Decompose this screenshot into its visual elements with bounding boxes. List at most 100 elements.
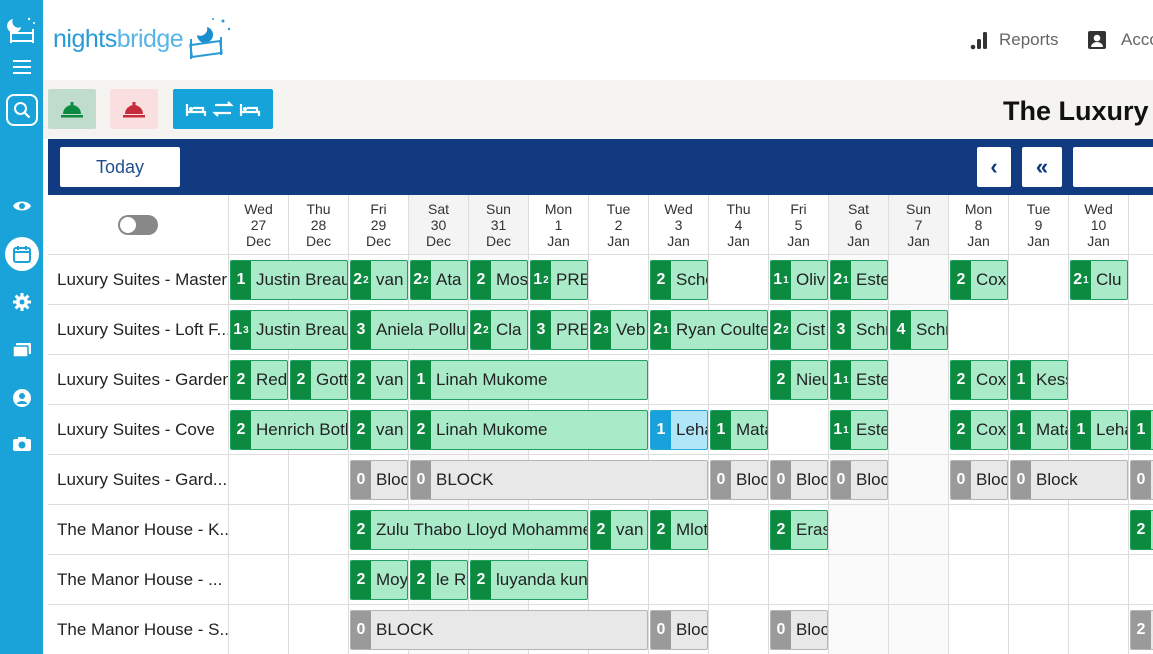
calendar-cell[interactable]: [529, 255, 589, 305]
calendar-cell[interactable]: [1009, 355, 1069, 405]
booking-bar[interactable]: 2 van: [350, 410, 408, 450]
room-name[interactable]: Luxury Suites - Garden: [48, 355, 229, 405]
booking-bar[interactable]: 1 3 Justin Breau: [230, 310, 348, 350]
day-header[interactable]: T1J: [1129, 195, 1153, 255]
calendar-cell[interactable]: [829, 555, 889, 605]
booking-bar[interactable]: 2 2 Cla: [470, 310, 528, 350]
reports-link[interactable]: Reports: [969, 30, 1059, 50]
calendar-cell[interactable]: [529, 305, 589, 355]
calendar-cell[interactable]: [1009, 555, 1069, 605]
calendar-cell[interactable]: [1069, 505, 1129, 555]
day-header[interactable]: Wed 27 Dec: [229, 195, 289, 255]
calendar-cell[interactable]: [889, 505, 949, 555]
booking-bar[interactable]: 1 Kess: [1010, 360, 1068, 400]
booking-bar[interactable]: 12 PRE: [530, 260, 588, 300]
calendar-cell[interactable]: [229, 455, 289, 505]
account-link[interactable]: Acco: [1087, 30, 1153, 50]
calendar-cell[interactable]: [769, 305, 829, 355]
calendar-cell[interactable]: [589, 255, 649, 305]
calendar-cell[interactable]: [949, 355, 1009, 405]
calendar-cell[interactable]: [229, 555, 289, 605]
booking-bar[interactable]: 2: [1130, 510, 1153, 550]
booking-bar[interactable]: 2 1 Clu: [1070, 260, 1128, 300]
calendar-cell[interactable]: [289, 555, 349, 605]
room-name[interactable]: Luxury Suites - Master: [48, 255, 229, 305]
calendar-cell[interactable]: [1069, 305, 1129, 355]
calendar-cell[interactable]: [949, 305, 1009, 355]
calendar-cell[interactable]: [229, 505, 289, 555]
calendar-cell[interactable]: [769, 355, 829, 405]
calendar-cell[interactable]: [589, 305, 649, 355]
calendar-cell[interactable]: [949, 555, 1009, 605]
booking-bar[interactable]: 2 Cox: [950, 360, 1008, 400]
today-button[interactable]: Today: [60, 147, 180, 187]
previous-day-button[interactable]: ‹: [977, 147, 1011, 187]
booking-bar[interactable]: 4 Schr: [890, 310, 948, 350]
camera-icon[interactable]: [0, 434, 43, 454]
room-name[interactable]: The Manor House - S...: [48, 605, 229, 654]
messages-icon[interactable]: [0, 340, 43, 360]
booking-bar[interactable]: 2 Mos: [470, 260, 528, 300]
calendar-cell[interactable]: [289, 455, 349, 505]
calendar-cell[interactable]: [769, 555, 829, 605]
booking-bar[interactable]: 2 Linah Mukome: [410, 410, 648, 450]
calendar-cell[interactable]: [889, 455, 949, 505]
nightsbridge-logo[interactable]: nightsbridge: [53, 12, 235, 66]
calendar-cell[interactable]: [1129, 305, 1153, 355]
day-header[interactable]: Mon 8 Jan: [949, 195, 1009, 255]
calendar-cell[interactable]: [1009, 505, 1069, 555]
booking-bar[interactable]: 2 Moy: [350, 560, 408, 600]
booking-bar[interactable]: 2 Mlot: [650, 510, 708, 550]
booking-bar[interactable]: 2 Scho: [650, 260, 708, 300]
booking-bar[interactable]: 2 Nieu: [770, 360, 828, 400]
booking-bar[interactable]: 2 1 Ryan Coulte: [650, 310, 768, 350]
calendar-cell[interactable]: [769, 505, 829, 555]
block-booking[interactable]: 2: [1130, 610, 1153, 650]
booking-bar[interactable]: 2 Zulu Thabo Lloyd Mohamme: [350, 510, 588, 550]
booking-bar[interactable]: 1 Leha: [1070, 410, 1128, 450]
previous-week-button[interactable]: «: [1022, 147, 1062, 187]
room-name[interactable]: Luxury Suites - Loft F...: [48, 305, 229, 355]
calendar-cell[interactable]: [349, 405, 409, 455]
calendar-cell[interactable]: [889, 255, 949, 305]
day-header[interactable]: Mon 1 Jan: [529, 195, 589, 255]
check-out-button[interactable]: [110, 89, 158, 129]
booking-bar[interactable]: 2 Redl: [230, 360, 288, 400]
eye-icon[interactable]: [0, 196, 43, 216]
calendar-cell[interactable]: [1009, 405, 1069, 455]
room-name[interactable]: The Manor House - ...: [48, 555, 229, 605]
calendar-cell[interactable]: [889, 555, 949, 605]
calendar-cell[interactable]: [949, 405, 1009, 455]
day-header[interactable]: Tue 9 Jan: [1009, 195, 1069, 255]
calendar-cell[interactable]: [709, 405, 769, 455]
calendar-cell[interactable]: [949, 505, 1009, 555]
calendar-cell[interactable]: [289, 605, 349, 654]
booking-bar[interactable]: 1 Justin Breau: [230, 260, 348, 300]
booking-bar[interactable]: 2 van: [350, 360, 408, 400]
booking-bar[interactable]: 1 1 Este: [830, 410, 888, 450]
calendar-cell[interactable]: [1069, 355, 1129, 405]
calendar-cell[interactable]: [769, 455, 829, 505]
calendar-cell[interactable]: [349, 355, 409, 405]
calendar-cell[interactable]: [649, 605, 709, 654]
block-booking[interactable]: 0 Bloc: [350, 460, 408, 500]
calendar-cell[interactable]: [1009, 255, 1069, 305]
day-header[interactable]: Sat 30 Dec: [409, 195, 469, 255]
search-icon[interactable]: [0, 92, 43, 128]
calendar-cell[interactable]: [649, 455, 709, 505]
calendar-cell[interactable]: [589, 355, 649, 405]
day-header[interactable]: Thu 4 Jan: [709, 195, 769, 255]
booking-bar[interactable]: 2 2 van: [350, 260, 408, 300]
calendar-icon[interactable]: [0, 236, 43, 272]
booking-bar[interactable]: 1 1 Este: [830, 360, 888, 400]
calendar-cell[interactable]: [649, 505, 709, 555]
calendar-cell[interactable]: [1069, 255, 1129, 305]
calendar-cell[interactable]: [229, 605, 289, 654]
calendar-cell[interactable]: [709, 255, 769, 305]
booking-bar[interactable]: 1: [1130, 410, 1153, 450]
day-header[interactable]: Wed 3 Jan: [649, 195, 709, 255]
calendar-cell[interactable]: [529, 555, 589, 605]
room-name[interactable]: Luxury Suites - Gard...: [48, 455, 229, 505]
calendar-cell[interactable]: [349, 255, 409, 305]
block-booking[interactable]: 0 Bloc: [950, 460, 1008, 500]
